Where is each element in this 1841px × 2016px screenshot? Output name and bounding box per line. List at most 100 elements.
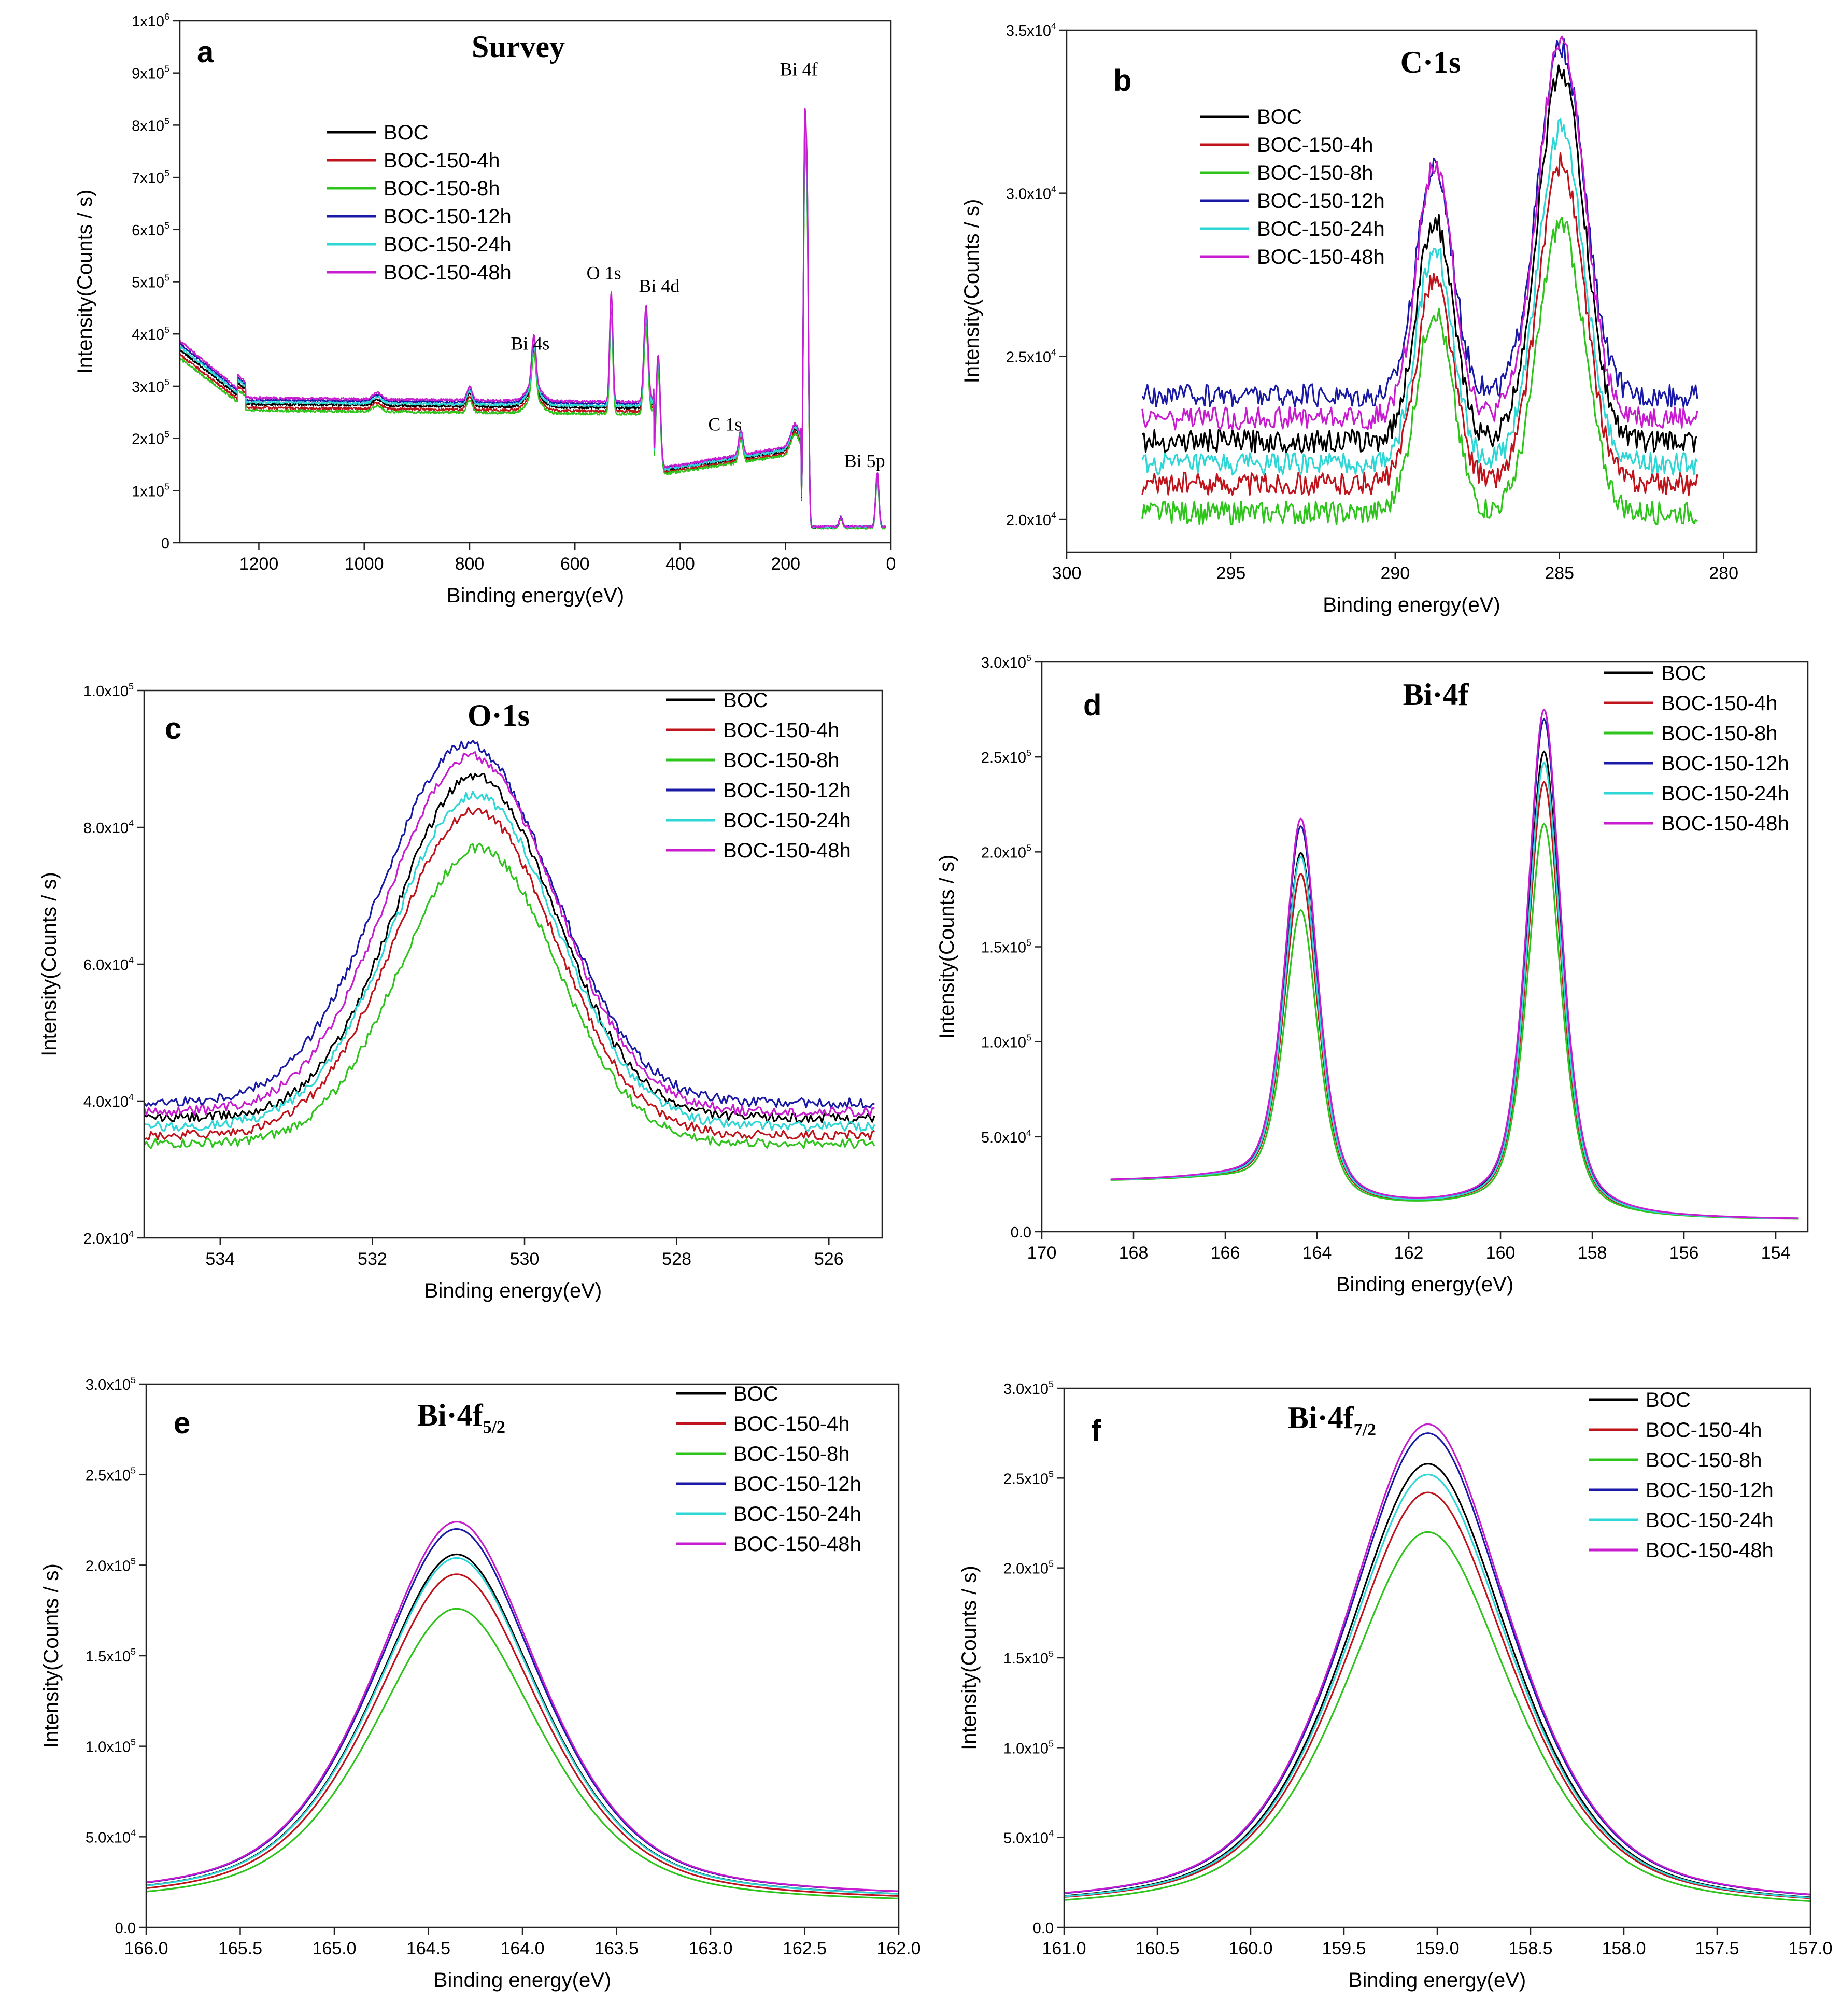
x-tick-label: 1200 (239, 554, 279, 574)
x-tick-label: 400 (665, 554, 695, 574)
x-tick-label: 162.0 (876, 1939, 921, 1958)
x-tick-label: 157.0 (1788, 1939, 1832, 1958)
legend-label: BOC-150-24h (1646, 1509, 1774, 1532)
y-tick-label: 1.5x105 (86, 1646, 136, 1665)
x-tick-label: 528 (662, 1249, 691, 1269)
x-axis-label: Binding energy(eV) (424, 1279, 602, 1302)
panel-title: C·1s (1400, 45, 1461, 79)
x-tick-label: 163.5 (594, 1939, 639, 1958)
y-tick-label: 3.5x104 (1006, 21, 1056, 39)
plot-frame (143, 689, 883, 1239)
x-tick-label: 160.0 (1228, 1939, 1272, 1958)
y-axis-label: Intensity(Counts / s) (74, 190, 96, 374)
x-tick-label: 164.0 (500, 1939, 544, 1958)
y-tick-label: 1.5x105 (1003, 1648, 1054, 1667)
x-tick-label: 280 (1709, 563, 1738, 583)
x-tick-label: 165.0 (312, 1939, 356, 1958)
y-tick-label: 9x105 (132, 64, 169, 82)
y-tick-label: 6.0x104 (83, 955, 134, 974)
legend-label: BOC-150-12h (1257, 190, 1385, 213)
y-tick-label: 1.0x105 (981, 1033, 1031, 1051)
y-tick-label: 3.0x105 (981, 653, 1031, 671)
series-line-boc-150-48h (180, 108, 887, 529)
series-line-boc (144, 773, 875, 1124)
legend-label: BOC-150-8h (384, 177, 500, 200)
x-tick-label: 158.0 (1602, 1939, 1646, 1958)
legend-label: BOC-150-48h (384, 261, 512, 284)
x-tick-label: 160.5 (1135, 1939, 1179, 1958)
x-tick-label: 157.5 (1695, 1939, 1739, 1958)
x-tick-label: 159.0 (1415, 1939, 1459, 1958)
series-line-boc-150-48h (146, 1520, 899, 1892)
x-tick-label: 159.5 (1322, 1939, 1366, 1958)
peak-annotation: Bi 4s (511, 333, 549, 354)
y-tick-label: 8x105 (132, 116, 169, 134)
legend-label: BOC-150-4h (723, 719, 840, 742)
y-axis-label: Intensity(Counts / s) (38, 872, 61, 1056)
legend-label: BOC-150-4h (384, 149, 500, 172)
x-tick-label: 285 (1545, 563, 1574, 583)
legend-label: BOC-150-48h (1257, 246, 1385, 269)
x-tick-label: 530 (510, 1249, 540, 1269)
panel-label: a (197, 35, 214, 69)
x-tick-label: 163.0 (688, 1939, 732, 1958)
series-line-boc-150-12h (146, 1528, 899, 1893)
x-tick-label: 295 (1216, 563, 1246, 583)
legend-label: BOC-150-24h (1257, 218, 1385, 241)
panel-label: f (1091, 1414, 1101, 1448)
y-tick-label: 5x105 (132, 272, 169, 291)
plot-frame (1041, 661, 1809, 1233)
y-tick-label: 5.0x104 (1003, 1828, 1054, 1847)
x-axis-label: Binding energy(eV) (1336, 1273, 1513, 1296)
legend-label: BOC-150-4h (733, 1413, 850, 1435)
peak-annotation: Bi 4f (780, 59, 818, 80)
panel-e: 166.0 165.5 165.0 164.5 164.0 163.5 163.0 162.5… (40, 1375, 921, 1992)
series-line-boc-150-4h (1141, 152, 1698, 496)
x-tick-label: 290 (1380, 563, 1410, 583)
legend-label: BOC-150-12h (733, 1473, 861, 1496)
panel-label: b (1113, 64, 1131, 97)
legend-label: BOC (723, 689, 768, 712)
y-tick-label: 1.0x105 (83, 681, 134, 700)
legend-label: BOC-150-48h (1661, 812, 1789, 835)
legend: BOC BOC-150-4h BOC-150-8h BOC-150-12h BOC-15… (327, 121, 512, 284)
plot-frame (1066, 29, 1758, 553)
y-tick-label: 6x105 (132, 220, 169, 239)
legend-label: BOC (1646, 1389, 1691, 1412)
series-line-boc-150-24h (1064, 1473, 1810, 1899)
panel-title: O·1s (468, 698, 530, 732)
x-tick-label: 532 (358, 1249, 387, 1269)
y-tick-label: 5.0x104 (86, 1827, 136, 1846)
y-tick-label: 2x105 (132, 429, 169, 448)
y-tick-label: 5.0x104 (981, 1127, 1031, 1146)
y-tick-label: 4x105 (132, 325, 169, 343)
y-axis-label: Intensity(Counts / s) (40, 1563, 63, 1748)
peak-annotation: C 1s (708, 414, 742, 434)
series-line-boc-150-48h (1141, 35, 1698, 431)
legend-label: BOC (733, 1383, 778, 1405)
legend-label: BOC-150-12h (1646, 1479, 1774, 1502)
legend-label: BOC-150-8h (1661, 722, 1778, 745)
x-axis-label: Binding energy(eV) (1349, 1969, 1526, 1992)
panel-label: e (174, 1406, 190, 1440)
legend-label: BOC-150-24h (723, 809, 851, 832)
y-tick-label: 1x106 (132, 11, 169, 30)
series-line-boc-150-8h (1064, 1531, 1810, 1902)
y-tick-label: 2.5x104 (1006, 347, 1056, 365)
legend-label: BOC-150-12h (384, 205, 512, 228)
y-tick-label: 1.0x105 (1003, 1738, 1054, 1757)
x-tick-label: 200 (771, 554, 800, 574)
y-tick-label: 2.0x105 (981, 842, 1031, 861)
x-tick-label: 161.0 (1042, 1939, 1086, 1958)
legend-label: BOC-150-8h (1646, 1449, 1762, 1472)
legend: BOC BOC-150-4h BOC-150-8h BOC-150-12h BOC-15… (666, 689, 851, 862)
y-tick-label: 1x105 (132, 481, 169, 500)
legend: BOC BOC-150-4h BOC-150-8h BOC-150-12h BOC-15… (1604, 662, 1789, 835)
panel-f: 161.0 160.5 160.0 159.5 159.0 158.5 158.0 157.5… (958, 1379, 1833, 1992)
x-tick-label: 526 (814, 1249, 844, 1269)
legend: BOC BOC-150-4h BOC-150-8h BOC-150-12h BOC-15… (1589, 1389, 1774, 1562)
series-line-boc-150-8h (146, 1608, 899, 1899)
x-tick-label: 0 (886, 554, 896, 574)
series-line-boc-150-8h (1141, 217, 1698, 525)
